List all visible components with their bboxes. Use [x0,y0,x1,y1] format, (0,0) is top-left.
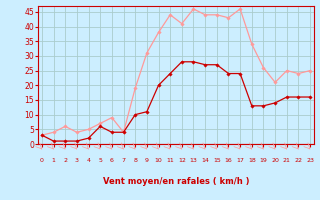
X-axis label: Vent moyen/en rafales ( km/h ): Vent moyen/en rafales ( km/h ) [103,177,249,186]
